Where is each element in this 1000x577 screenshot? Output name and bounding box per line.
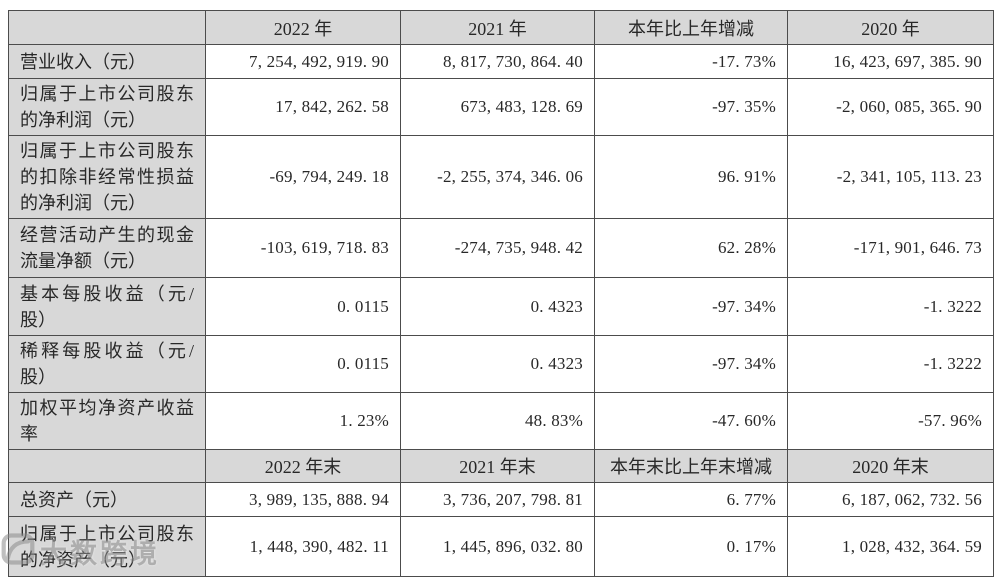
row-label: 归属于上市公司股东的净利润（元）	[8, 78, 206, 136]
value-2021: 48. 83%	[400, 392, 595, 450]
column-header-2020-end: 2020 年末	[787, 449, 994, 483]
value-change: 6. 77%	[594, 482, 788, 517]
table-row-net-assets: 归属于上市公司股东的净资产（元） 1, 448, 390, 482. 11 1,…	[8, 516, 994, 577]
annual-header-row: 2022 年 2021 年 本年比上年增减 2020 年	[8, 10, 994, 45]
table-row-diluted-eps: 稀释每股收益（元/股） 0. 0115 0. 4323 -97. 34% -1.…	[8, 335, 994, 393]
table-row-operating-cash-flow: 经营活动产生的现金流量净额（元） -103, 619, 718. 83 -274…	[8, 218, 994, 278]
table-row-total-assets: 总资产（元） 3, 989, 135, 888. 94 3, 736, 207,…	[8, 482, 994, 517]
value-2022: 3, 989, 135, 888. 94	[205, 482, 401, 517]
row-label: 加权平均净资产收益率	[8, 392, 206, 450]
value-2020: -1. 3222	[787, 277, 994, 336]
value-2021: 1, 445, 896, 032. 80	[400, 516, 595, 577]
value-change: -17. 73%	[594, 44, 788, 79]
year-end-header-row: 2022 年末 2021 年末 本年末比上年末增减 2020 年末	[8, 449, 994, 483]
value-change: -47. 60%	[594, 392, 788, 450]
value-2022: 7, 254, 492, 919. 90	[205, 44, 401, 79]
value-2022: 1, 448, 390, 482. 11	[205, 516, 401, 577]
value-2020: -57. 96%	[787, 392, 994, 450]
row-label: 经营活动产生的现金流量净额（元）	[8, 218, 206, 278]
table-row-net-profit: 归属于上市公司股东的净利润（元） 17, 842, 262. 58 673, 4…	[8, 78, 994, 136]
value-2022: -69, 794, 249. 18	[205, 135, 401, 219]
value-2021: 8, 817, 730, 864. 40	[400, 44, 595, 79]
financial-summary-table: 2022 年 2021 年 本年比上年增减 2020 年 营业收入（元） 7, …	[8, 10, 994, 577]
row-label: 归属于上市公司股东的扣除非经常性损益的净利润（元）	[8, 135, 206, 219]
value-change: 0. 17%	[594, 516, 788, 577]
table-row-revenue: 营业收入（元） 7, 254, 492, 919. 90 8, 817, 730…	[8, 44, 994, 79]
column-header-blank	[8, 10, 206, 45]
table-row-basic-eps: 基本每股收益（元/股） 0. 0115 0. 4323 -97. 34% -1.…	[8, 277, 994, 336]
column-header-change: 本年比上年增减	[594, 10, 788, 45]
value-change: 96. 91%	[594, 135, 788, 219]
value-2022: 17, 842, 262. 58	[205, 78, 401, 136]
value-2020: 6, 187, 062, 732. 56	[787, 482, 994, 517]
value-2020: -1. 3222	[787, 335, 994, 393]
table-row-weighted-avg-roe: 加权平均净资产收益率 1. 23% 48. 83% -47. 60% -57. …	[8, 392, 994, 450]
value-2021: 673, 483, 128. 69	[400, 78, 595, 136]
column-header-2020: 2020 年	[787, 10, 994, 45]
column-header-blank	[8, 449, 206, 483]
value-change: -97. 34%	[594, 277, 788, 336]
row-label: 营业收入（元）	[8, 44, 206, 79]
value-2021: -274, 735, 948. 42	[400, 218, 595, 278]
value-2020: -171, 901, 646. 73	[787, 218, 994, 278]
column-header-change-end: 本年末比上年末增减	[594, 449, 788, 483]
value-2021: -2, 255, 374, 346. 06	[400, 135, 595, 219]
value-2021: 0. 4323	[400, 277, 595, 336]
value-2022: 0. 0115	[205, 335, 401, 393]
value-2021: 3, 736, 207, 798. 81	[400, 482, 595, 517]
column-header-2021: 2021 年	[400, 10, 595, 45]
value-change: -97. 34%	[594, 335, 788, 393]
value-2020: -2, 060, 085, 365. 90	[787, 78, 994, 136]
table-row-net-profit-excl-nonrecurring: 归属于上市公司股东的扣除非经常性损益的净利润（元） -69, 794, 249.…	[8, 135, 994, 219]
value-2022: 1. 23%	[205, 392, 401, 450]
row-label: 稀释每股收益（元/股）	[8, 335, 206, 393]
row-label: 归属于上市公司股东的净资产（元）	[8, 516, 206, 577]
value-2020: -2, 341, 105, 113. 23	[787, 135, 994, 219]
value-change: -97. 35%	[594, 78, 788, 136]
value-2020: 16, 423, 697, 385. 90	[787, 44, 994, 79]
value-2020: 1, 028, 432, 364. 59	[787, 516, 994, 577]
value-2022: 0. 0115	[205, 277, 401, 336]
value-2021: 0. 4323	[400, 335, 595, 393]
column-header-2022-end: 2022 年末	[205, 449, 401, 483]
row-label: 总资产（元）	[8, 482, 206, 517]
column-header-2021-end: 2021 年末	[400, 449, 595, 483]
value-2022: -103, 619, 718. 83	[205, 218, 401, 278]
row-label: 基本每股收益（元/股）	[8, 277, 206, 336]
value-change: 62. 28%	[594, 218, 788, 278]
column-header-2022: 2022 年	[205, 10, 401, 45]
